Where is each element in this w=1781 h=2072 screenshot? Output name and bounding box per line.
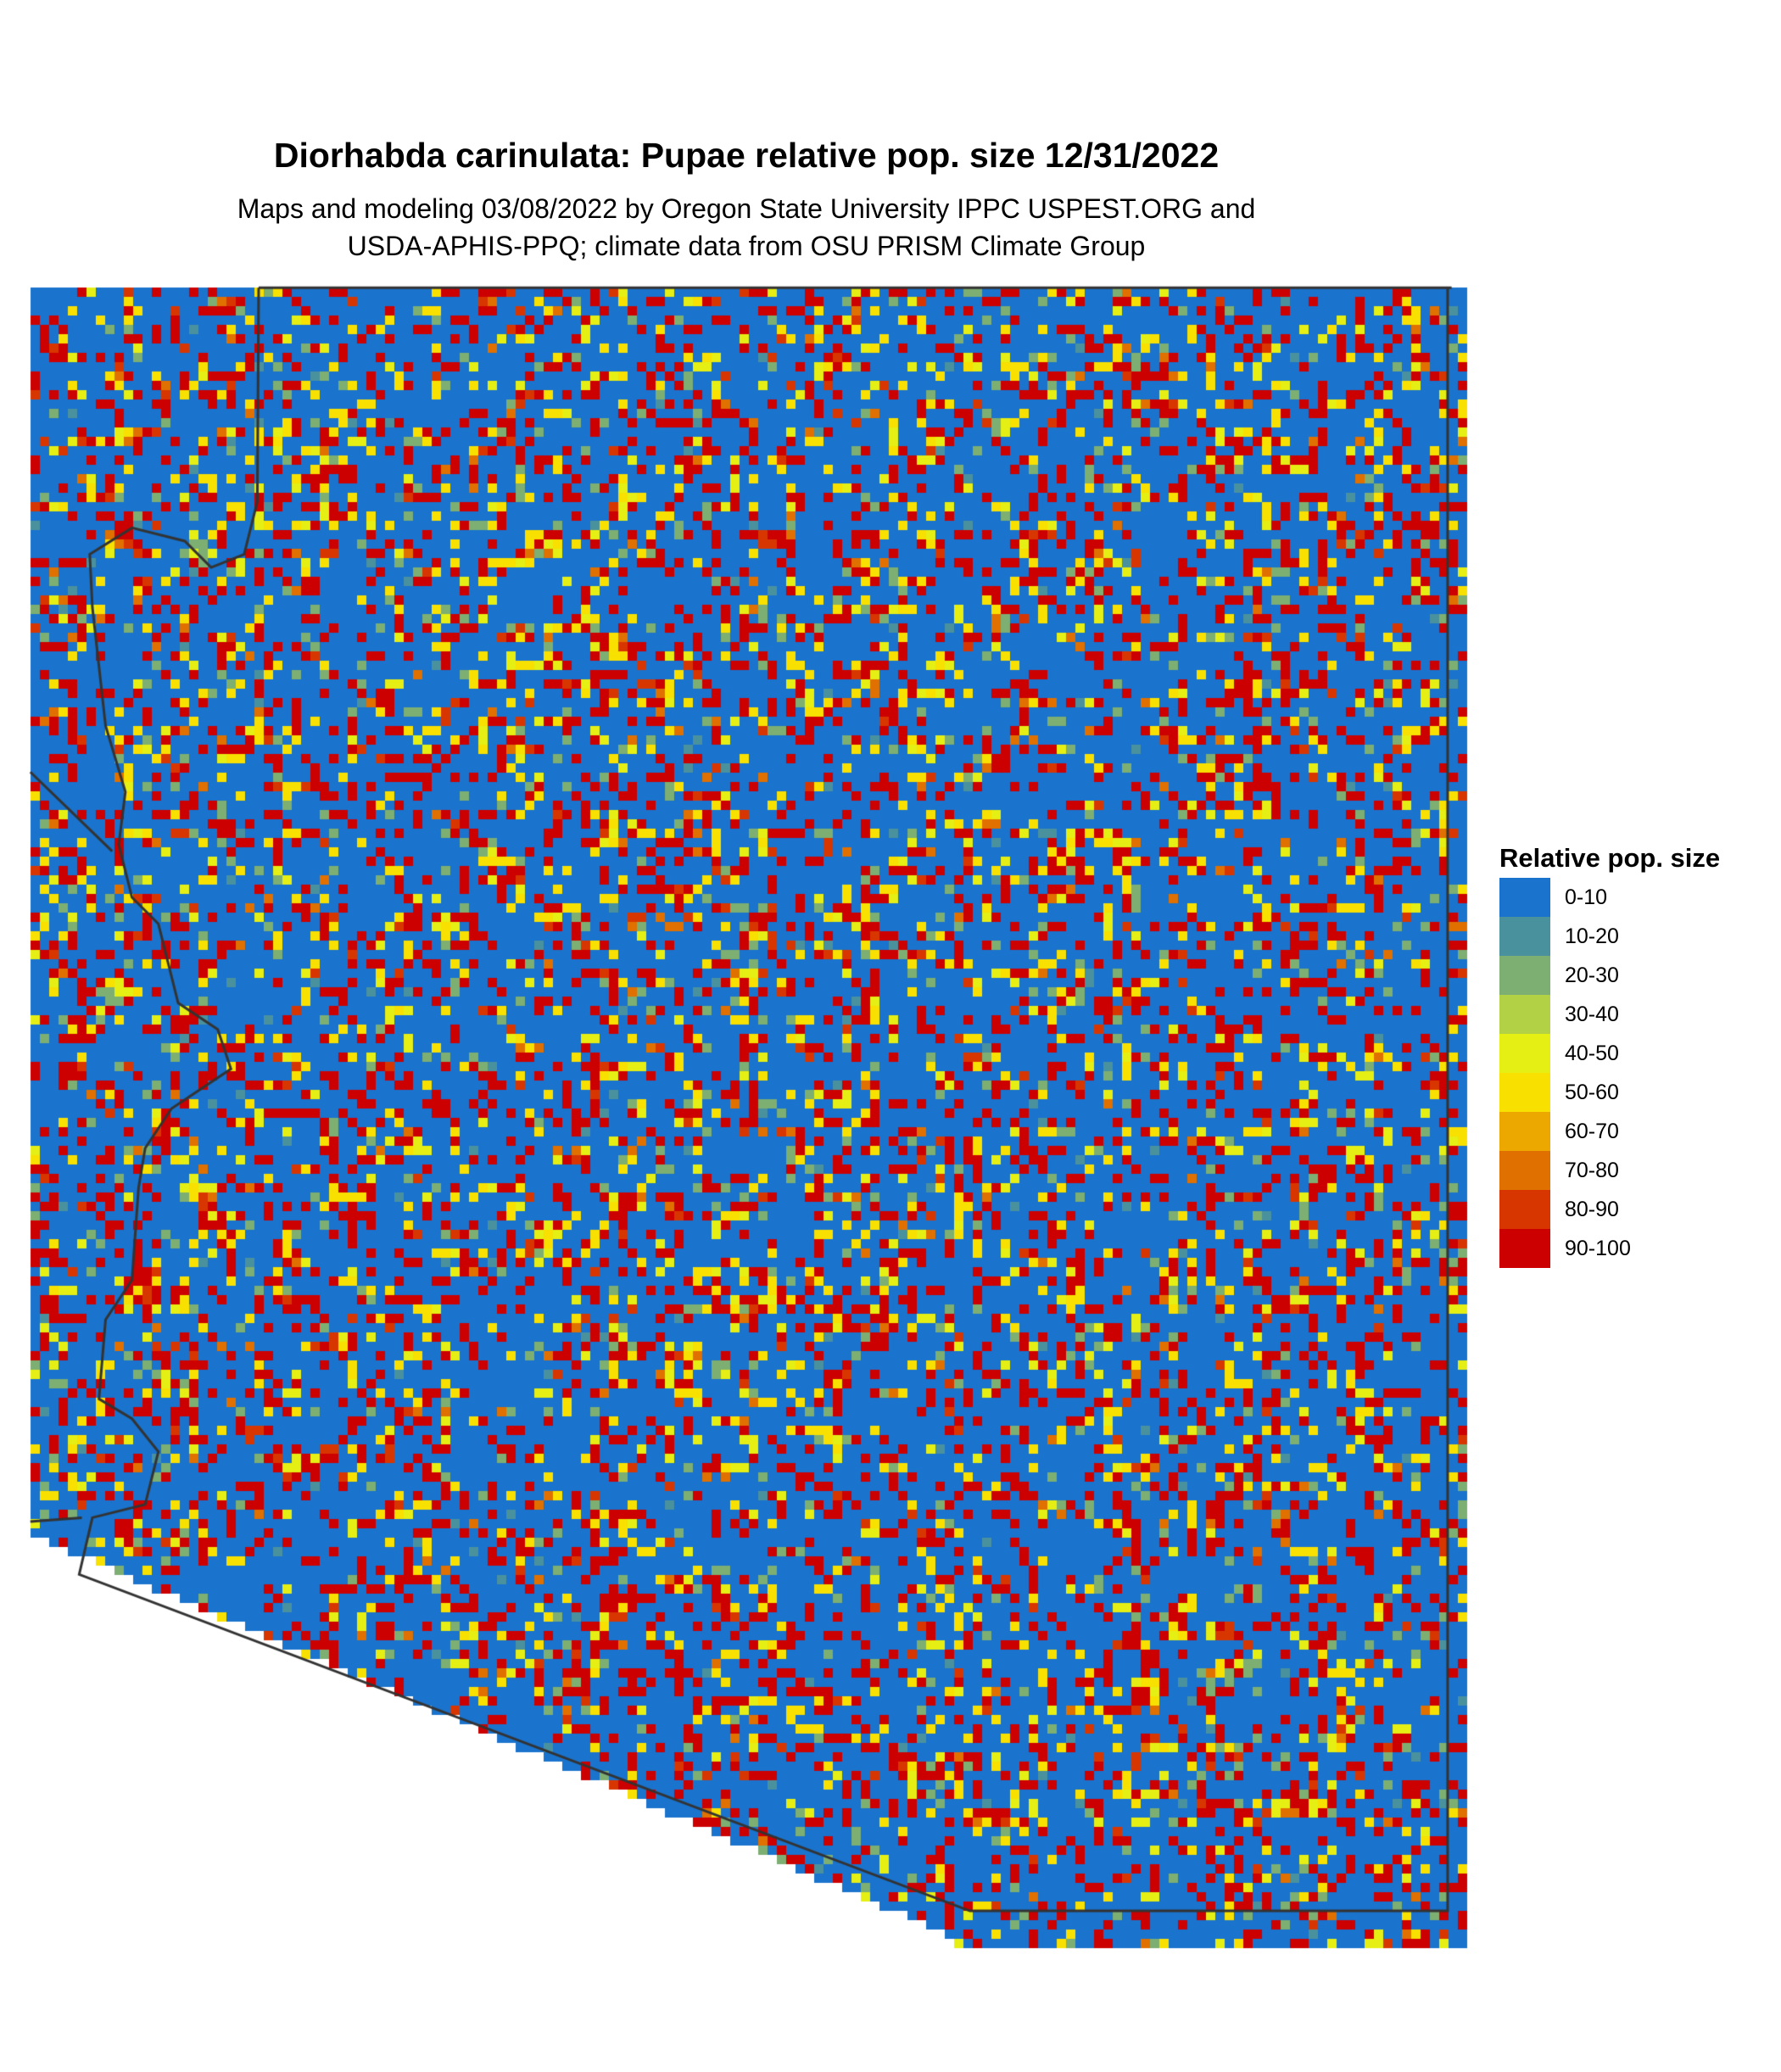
legend-label: 10-20 [1565, 924, 1619, 948]
legend-title: Relative pop. size [1499, 843, 1721, 873]
legend-swatch-0-10 [1499, 878, 1550, 917]
legend-swatch-60-70 [1499, 1112, 1550, 1151]
legend-label: 0-10 [1565, 885, 1608, 909]
legend-label: 70-80 [1565, 1159, 1619, 1182]
legend-label: 60-70 [1565, 1120, 1619, 1143]
legend-swatch-50-60 [1499, 1073, 1550, 1112]
legend-swatch-10-20 [1499, 917, 1550, 956]
legend-label: 90-100 [1565, 1237, 1631, 1260]
legend-swatch-80-90 [1499, 1190, 1550, 1229]
population-raster-map [0, 280, 1476, 1976]
legend-swatch-20-30 [1499, 956, 1550, 995]
legend-label: 40-50 [1565, 1042, 1619, 1065]
legend-swatch-70-80 [1499, 1151, 1550, 1190]
legend-label: 30-40 [1565, 1002, 1619, 1026]
map-subtitle-line-1: Maps and modeling 03/08/2022 by Oregon S… [237, 193, 1256, 224]
legend-label: 50-60 [1565, 1081, 1619, 1104]
map-title: Diorhabda carinulata: Pupae relative pop… [273, 136, 1220, 175]
map-subtitle-line-2: USDA-APHIS-PPQ; climate data from OSU PR… [347, 231, 1146, 261]
legend-swatch-30-40 [1499, 995, 1550, 1034]
legend-swatch-90-100 [1499, 1229, 1550, 1268]
legend-label: 80-90 [1565, 1198, 1619, 1221]
legend-swatch-40-50 [1499, 1034, 1550, 1073]
legend-label: 20-30 [1565, 963, 1619, 987]
